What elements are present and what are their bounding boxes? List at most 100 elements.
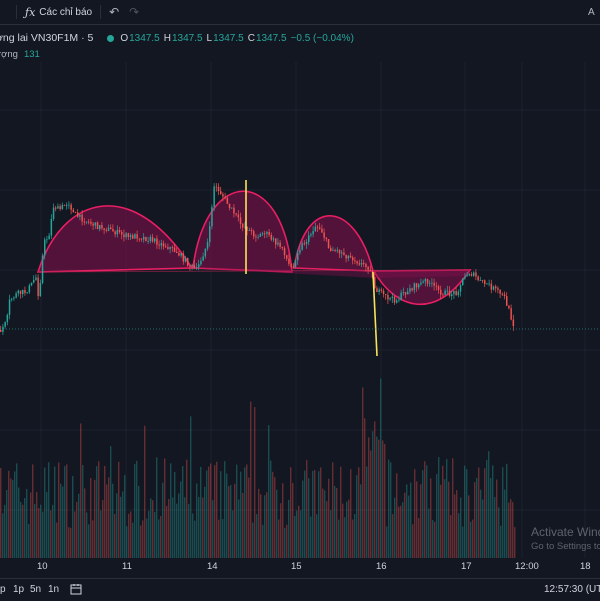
- function-icon: ƒx: [25, 5, 36, 19]
- volume-bar: [424, 461, 426, 558]
- candle-body: [314, 226, 317, 232]
- volume-bar: [222, 519, 224, 558]
- candle-body: [336, 250, 339, 251]
- candle-body: [112, 228, 114, 232]
- range-button[interactable]: 5n: [30, 584, 42, 595]
- symbol-title[interactable]: ơng lai VN30F1M · 5: [0, 32, 94, 44]
- candle-body: [250, 230, 253, 232]
- volume-bar: [322, 488, 324, 558]
- volume-bar: [308, 478, 310, 558]
- candle-body: [448, 290, 451, 297]
- ohlc-legend: ơng lai VN30F1M · 5 O 1347.5 H 1347.5 L 134…: [0, 30, 600, 46]
- volume-bar: [12, 480, 14, 558]
- clock[interactable]: 12:57:30 (UTC: [544, 584, 600, 595]
- volume-bar: [376, 436, 378, 558]
- candle-body: [110, 227, 112, 229]
- volume-bar: [216, 461, 218, 558]
- volume-bar: [126, 526, 128, 558]
- volume-bar: [352, 519, 354, 558]
- candle-body: [239, 217, 242, 224]
- candle-body: [382, 290, 385, 295]
- time-axis[interactable]: 10 11 14 15 16 17 12:00 18: [0, 558, 600, 576]
- watermark-subtitle: Go to Settings to a: [531, 541, 600, 552]
- undo-button[interactable]: ↶: [104, 0, 124, 24]
- volume-bar: [330, 510, 332, 558]
- range-button[interactable]: 1p: [13, 584, 25, 595]
- pattern-drawings[interactable]: [36, 190, 472, 306]
- range-button[interactable]: 1n: [48, 584, 60, 595]
- candle-body: [6, 314, 9, 322]
- candle-body: [477, 276, 479, 281]
- volume-bar: [362, 387, 364, 558]
- candle-body: [15, 293, 17, 298]
- indicators-button[interactable]: ƒx Các chỉ báo: [20, 0, 97, 24]
- candle-body: [136, 234, 138, 239]
- volume-bar: [336, 488, 338, 558]
- candle-body: [257, 236, 259, 238]
- top-right-control[interactable]: A: [588, 0, 595, 24]
- price-chart[interactable]: [0, 0, 600, 578]
- candlestick-series: [0, 183, 515, 335]
- volume-bar: [166, 505, 168, 558]
- candle-body: [473, 272, 475, 276]
- volume-bar: [434, 521, 436, 558]
- candle-body: [180, 253, 182, 256]
- volume-bar: [114, 514, 116, 558]
- candle-body: [385, 294, 387, 295]
- volume-bar: [416, 481, 418, 558]
- redo-button[interactable]: ↷: [124, 0, 144, 24]
- candle-body: [387, 294, 389, 300]
- volume-bar: [302, 480, 304, 558]
- candle-body: [365, 263, 367, 267]
- volume-bar: [482, 499, 484, 558]
- candle-body: [503, 294, 506, 297]
- toolbar-divider: [100, 5, 102, 19]
- volume-bar: [190, 416, 192, 558]
- volume-bar: [284, 527, 286, 558]
- volume-bar: [186, 459, 188, 558]
- candle-body: [305, 241, 308, 244]
- goto-date-button[interactable]: [70, 583, 82, 598]
- candle-body: [182, 253, 185, 262]
- volume-bar: [20, 501, 22, 558]
- candle-body: [242, 223, 244, 228]
- volume-bar: [174, 471, 176, 558]
- candle-body: [35, 277, 37, 281]
- candle-body: [345, 254, 347, 259]
- volume-bar: [454, 494, 456, 558]
- candle-body: [363, 262, 365, 264]
- volume-bar: [18, 487, 20, 558]
- measure-lines[interactable]: [245, 180, 378, 357]
- candle-body: [279, 242, 281, 247]
- candle-body: [121, 232, 123, 235]
- time-tick: 15: [291, 561, 302, 572]
- candle-body: [303, 243, 306, 245]
- candle-body: [319, 227, 321, 229]
- volume-bar: [486, 459, 488, 558]
- volume-bar: [84, 488, 86, 558]
- candle-body: [310, 234, 312, 236]
- volume-bar: [180, 481, 182, 558]
- candle-body: [266, 231, 268, 234]
- candle-body: [63, 205, 66, 206]
- volume-bar: [306, 460, 308, 558]
- range-button[interactable]: p: [0, 584, 6, 595]
- volume-label[interactable]: rợng: [0, 48, 18, 60]
- candle-body: [41, 255, 44, 284]
- left-edge-control[interactable]: [0, 0, 4, 24]
- candle-body: [332, 249, 334, 251]
- volume-bar: [390, 462, 392, 558]
- volume-bar: [440, 484, 442, 558]
- volume-bar: [340, 466, 342, 558]
- candle-body: [204, 248, 207, 257]
- volume-bar: [364, 418, 366, 558]
- volume-bar: [38, 508, 40, 558]
- volume-bar: [326, 501, 328, 558]
- candle-body: [431, 282, 433, 284]
- candle-body: [70, 204, 72, 210]
- candle-body: [347, 255, 350, 259]
- activation-watermark: Activate Wind Go to Settings to a: [531, 525, 600, 552]
- candle-body: [244, 226, 246, 228]
- candle-body: [369, 269, 372, 271]
- volume-bar: [130, 511, 132, 558]
